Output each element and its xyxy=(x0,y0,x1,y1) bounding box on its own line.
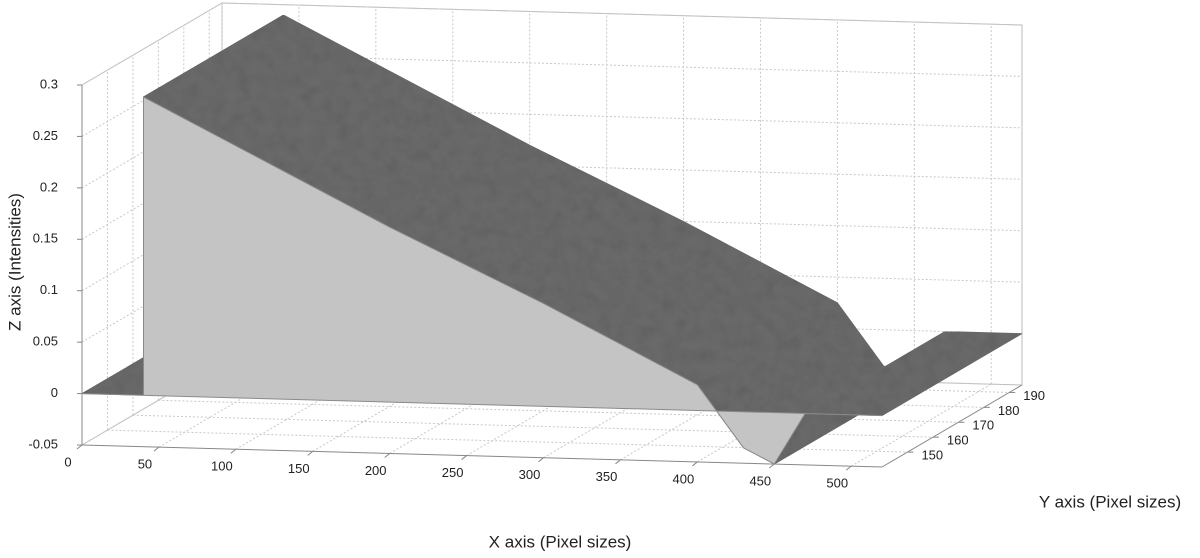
y-tick-label: 190 xyxy=(1023,388,1045,403)
x-tick-label: 300 xyxy=(519,467,541,482)
y-tick-label: 180 xyxy=(998,403,1020,418)
y-tick-label: 150 xyxy=(921,448,943,463)
tick-mark xyxy=(384,453,391,458)
x-tick-label: 250 xyxy=(442,465,464,480)
x-tick-label: 150 xyxy=(288,461,310,476)
grid-line xyxy=(235,366,377,450)
z-tick-label: 0.15 xyxy=(33,231,58,246)
grid-line xyxy=(466,373,607,457)
y-tick-label: 160 xyxy=(947,433,969,448)
tick-mark xyxy=(538,457,544,463)
tick-mark xyxy=(768,463,775,469)
grid-line xyxy=(389,371,530,454)
x-tick-label: 0 xyxy=(64,454,71,469)
tick-mark xyxy=(845,465,852,471)
grid-line xyxy=(81,2,223,86)
x-tick-label: 450 xyxy=(749,473,771,488)
grid-line xyxy=(620,377,761,461)
z-tick-label: 0.3 xyxy=(40,76,58,91)
grid-line xyxy=(850,383,992,467)
tick-mark xyxy=(461,455,467,460)
x-tick-label: 400 xyxy=(673,471,695,486)
grid-line xyxy=(81,362,223,446)
tick-mark xyxy=(615,459,621,465)
tick-mark xyxy=(230,448,237,454)
x-tick-label: 500 xyxy=(826,476,848,491)
grid-line xyxy=(107,429,908,453)
z-tick-label: 0.25 xyxy=(33,128,58,143)
z-tick-label: 0.1 xyxy=(40,282,58,297)
grid-line xyxy=(132,414,933,438)
tick-mark xyxy=(307,450,314,456)
tick-mark xyxy=(692,461,698,467)
z-axis-label: Z axis (Intensities) xyxy=(5,193,24,331)
tick-mark xyxy=(153,446,160,452)
x-tick-label: 50 xyxy=(138,457,152,472)
z-tick-label: -0.05 xyxy=(28,436,58,451)
grid-line xyxy=(543,375,684,459)
grid-line xyxy=(158,364,300,448)
grid-line xyxy=(312,368,454,452)
tick-mark xyxy=(76,444,83,450)
z-tick-label: 0 xyxy=(51,385,58,400)
x-tick-label: 100 xyxy=(211,459,233,474)
x-axis-label: X axis (Pixel sizes) xyxy=(489,532,632,551)
x-tick-label: 350 xyxy=(596,469,618,484)
z-tick-label: 0.2 xyxy=(40,179,58,194)
y-tick-label: 170 xyxy=(972,418,994,433)
grid-line xyxy=(158,399,959,423)
y-axis-label: Y axis (Pixel sizes) xyxy=(1039,492,1181,511)
axis-line xyxy=(81,444,883,468)
x-tick-label: 200 xyxy=(365,463,387,478)
z-tick-label: 0.05 xyxy=(33,334,58,349)
grid-line xyxy=(221,2,1023,26)
surface-front xyxy=(81,96,883,465)
axis-line xyxy=(881,384,1023,468)
